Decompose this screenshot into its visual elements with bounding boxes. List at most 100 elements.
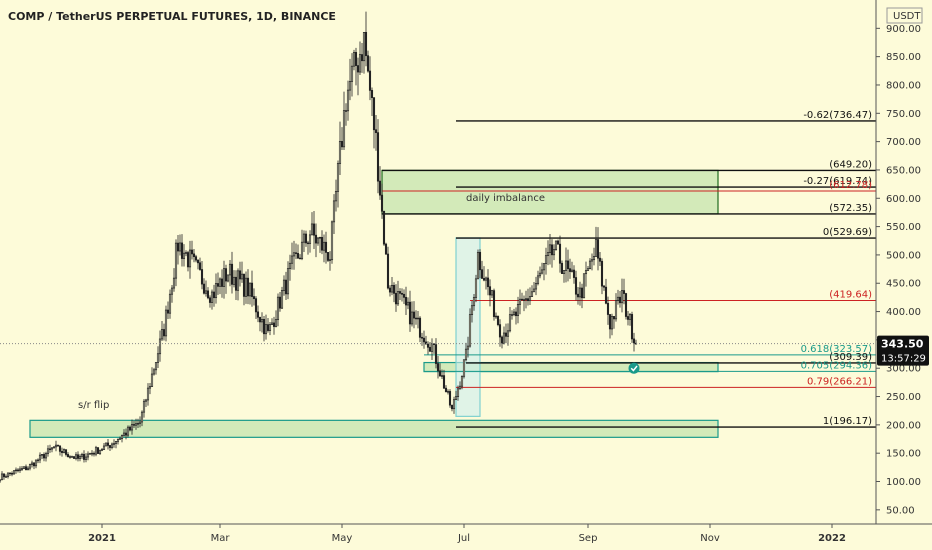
candle-body — [368, 70, 372, 91]
candle-body — [556, 240, 560, 245]
sr-flip-zone[interactable] — [29, 419, 719, 438]
candle-body — [330, 221, 334, 261]
candle-body — [324, 241, 328, 253]
candle-body — [586, 268, 590, 271]
fib-294-label: 0.705(294.36) — [801, 360, 873, 371]
candle-body — [54, 444, 58, 448]
candle-body — [256, 311, 260, 318]
candle-body — [172, 277, 176, 289]
candle-body — [384, 243, 388, 255]
candle-body — [94, 447, 98, 455]
candle-body — [74, 454, 78, 459]
candle-body — [184, 252, 188, 254]
candle-body — [494, 315, 498, 318]
candle-body — [572, 269, 576, 278]
candle-body — [348, 81, 352, 91]
y-tick-label: 300.00 — [886, 364, 921, 375]
candle-body — [208, 297, 212, 303]
candle-body — [514, 311, 518, 317]
candle-body — [516, 303, 520, 317]
candle-body — [424, 341, 428, 345]
candle-body — [308, 234, 312, 244]
candle-body — [396, 291, 400, 305]
fib-labels-layer: -0.62(736.47) (649.20) -0.27(619.74)(612.7… — [801, 110, 873, 427]
candle-body — [366, 55, 370, 72]
candle-body — [190, 249, 194, 255]
candle-body — [278, 296, 282, 309]
x-axis[interactable]: 2021 Mar May Jul Sep Nov 2022 — [88, 524, 846, 544]
candle-body — [316, 237, 320, 244]
candle-body — [298, 257, 302, 260]
candle-body — [426, 343, 430, 348]
annotations-layer: s/r flip daily imbalance — [78, 193, 640, 411]
candle-body — [472, 297, 476, 307]
candle-body — [2, 473, 6, 478]
last-price-label: 343.50 — [881, 338, 924, 351]
y-tick-label: 700.00 — [886, 137, 921, 148]
candle-body — [446, 391, 450, 393]
candle-body — [266, 324, 270, 331]
candle-body — [322, 241, 326, 251]
candle-body — [386, 253, 390, 289]
candle-body — [314, 234, 318, 244]
candle-body — [194, 256, 198, 261]
candle-body — [240, 273, 244, 280]
candle-body — [558, 243, 562, 264]
candle-body — [388, 287, 392, 293]
zones-layer — [29, 169, 719, 438]
candle-body — [346, 89, 350, 112]
y-tick-label: 500.00 — [886, 250, 921, 261]
countdown-label: 13:57:29 — [881, 354, 926, 365]
candle-body — [142, 400, 146, 413]
candle-body — [150, 373, 154, 387]
candle-body — [24, 466, 28, 471]
candle-body — [562, 270, 566, 274]
candle-body — [606, 302, 610, 315]
candle-body — [504, 332, 508, 337]
candle-body — [484, 277, 488, 281]
candle-body — [462, 359, 466, 377]
candle-body — [382, 210, 386, 245]
candle-body — [440, 375, 444, 377]
candle-body — [244, 277, 248, 297]
candle-body — [160, 329, 164, 340]
x-tick-label: Nov — [700, 533, 720, 544]
candle-body — [608, 314, 612, 330]
y-tick-label: 450.00 — [886, 279, 921, 290]
candle-body — [414, 317, 418, 320]
candle-body — [176, 242, 180, 252]
candle-body — [618, 296, 622, 304]
sr-flip-label: s/r flip — [78, 400, 109, 411]
y-tick-label: 850.00 — [886, 52, 921, 63]
candle-body — [268, 324, 272, 331]
candle-body — [122, 432, 126, 436]
candle-body — [252, 296, 256, 300]
candle-body — [496, 315, 500, 325]
candle-body — [568, 268, 572, 272]
candle-body — [302, 233, 306, 243]
candle-body — [38, 454, 42, 461]
candle-body — [404, 296, 408, 306]
candle-body — [486, 277, 490, 288]
daily-imbalance-zone[interactable] — [381, 169, 719, 215]
candle-body — [604, 286, 608, 304]
candle-body — [148, 386, 152, 389]
candle-body — [46, 448, 50, 454]
candle-body — [258, 316, 262, 323]
check-circle-bg — [628, 362, 640, 374]
fib-419-label: (419.64) — [829, 289, 872, 300]
candle-body — [534, 283, 538, 290]
candle-body — [222, 268, 226, 287]
candle-body — [180, 242, 184, 259]
candle-body — [522, 299, 526, 301]
candle-body — [554, 240, 558, 250]
candle-body — [428, 346, 432, 352]
y-tick-label: 50.00 — [886, 505, 915, 516]
check-circle-icon[interactable] — [628, 362, 640, 374]
candle-body — [598, 257, 602, 262]
candle-body — [102, 445, 106, 450]
candle-body — [164, 309, 168, 337]
candle-body — [56, 444, 60, 447]
currency-badge[interactable]: USDT — [886, 7, 923, 24]
